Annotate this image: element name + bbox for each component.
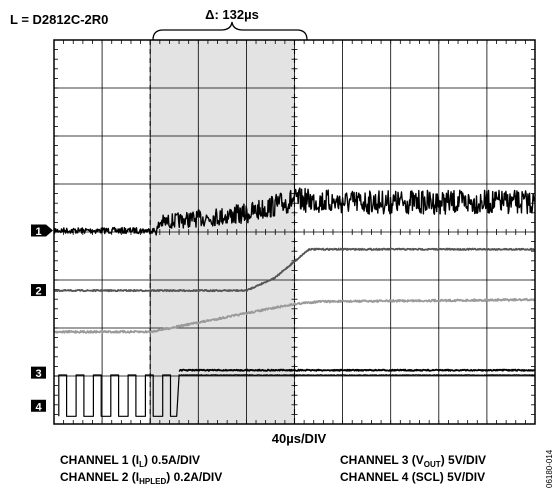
- marker-label: 1: [35, 226, 41, 238]
- channel-marker-3: 3: [31, 366, 46, 380]
- channel-markers: 1 2 3 4: [31, 224, 53, 413]
- top-labels: L = D2812C-2R0 Δ: 132µs: [10, 7, 308, 41]
- time-base-label: 40µs/DIV: [272, 431, 327, 446]
- plot-frame: [53, 39, 536, 425]
- legend-ch1: CHANNEL 1 (IL) 0.5A/DIV: [60, 453, 200, 469]
- channel-marker-1: 1: [31, 224, 53, 238]
- marker-label: 3: [35, 368, 41, 380]
- channel-marker-2: 2: [31, 284, 46, 298]
- channel-marker-4: 4: [31, 399, 46, 413]
- trace-ch2: [53, 247, 536, 293]
- trace-ch3: [178, 368, 536, 372]
- figure-id: 06180-014: [545, 449, 554, 488]
- legend-ch3: CHANNEL 3 (VOUT) 5V/DIV: [340, 453, 486, 469]
- marker-arrow-shape: [31, 224, 53, 237]
- marker-label: 2: [35, 286, 41, 298]
- trace-ch1: [53, 187, 536, 236]
- channel-legend: CHANNEL 1 (IL) 0.5A/DIV CHANNEL 2 (IHPLE…: [60, 453, 486, 486]
- traces: [53, 187, 536, 417]
- legend-ch2: CHANNEL 2 (IHPLED) 0.2A/DIV: [60, 470, 222, 486]
- marker-label: 4: [35, 401, 42, 413]
- legend-ch4: CHANNEL 4 (SCL) 5V/DIV: [340, 470, 485, 484]
- inductor-label: L = D2812C-2R0: [10, 12, 108, 27]
- delta-time-label: Δ: 132µs: [205, 7, 259, 22]
- marker-box: [31, 366, 46, 379]
- delta-brace: [152, 21, 308, 41]
- trace-ch4: [58, 374, 535, 417]
- marker-box: [31, 399, 46, 412]
- marker-box: [31, 284, 46, 297]
- trace-ch2b: [53, 297, 536, 334]
- plot-area: [53, 39, 536, 425]
